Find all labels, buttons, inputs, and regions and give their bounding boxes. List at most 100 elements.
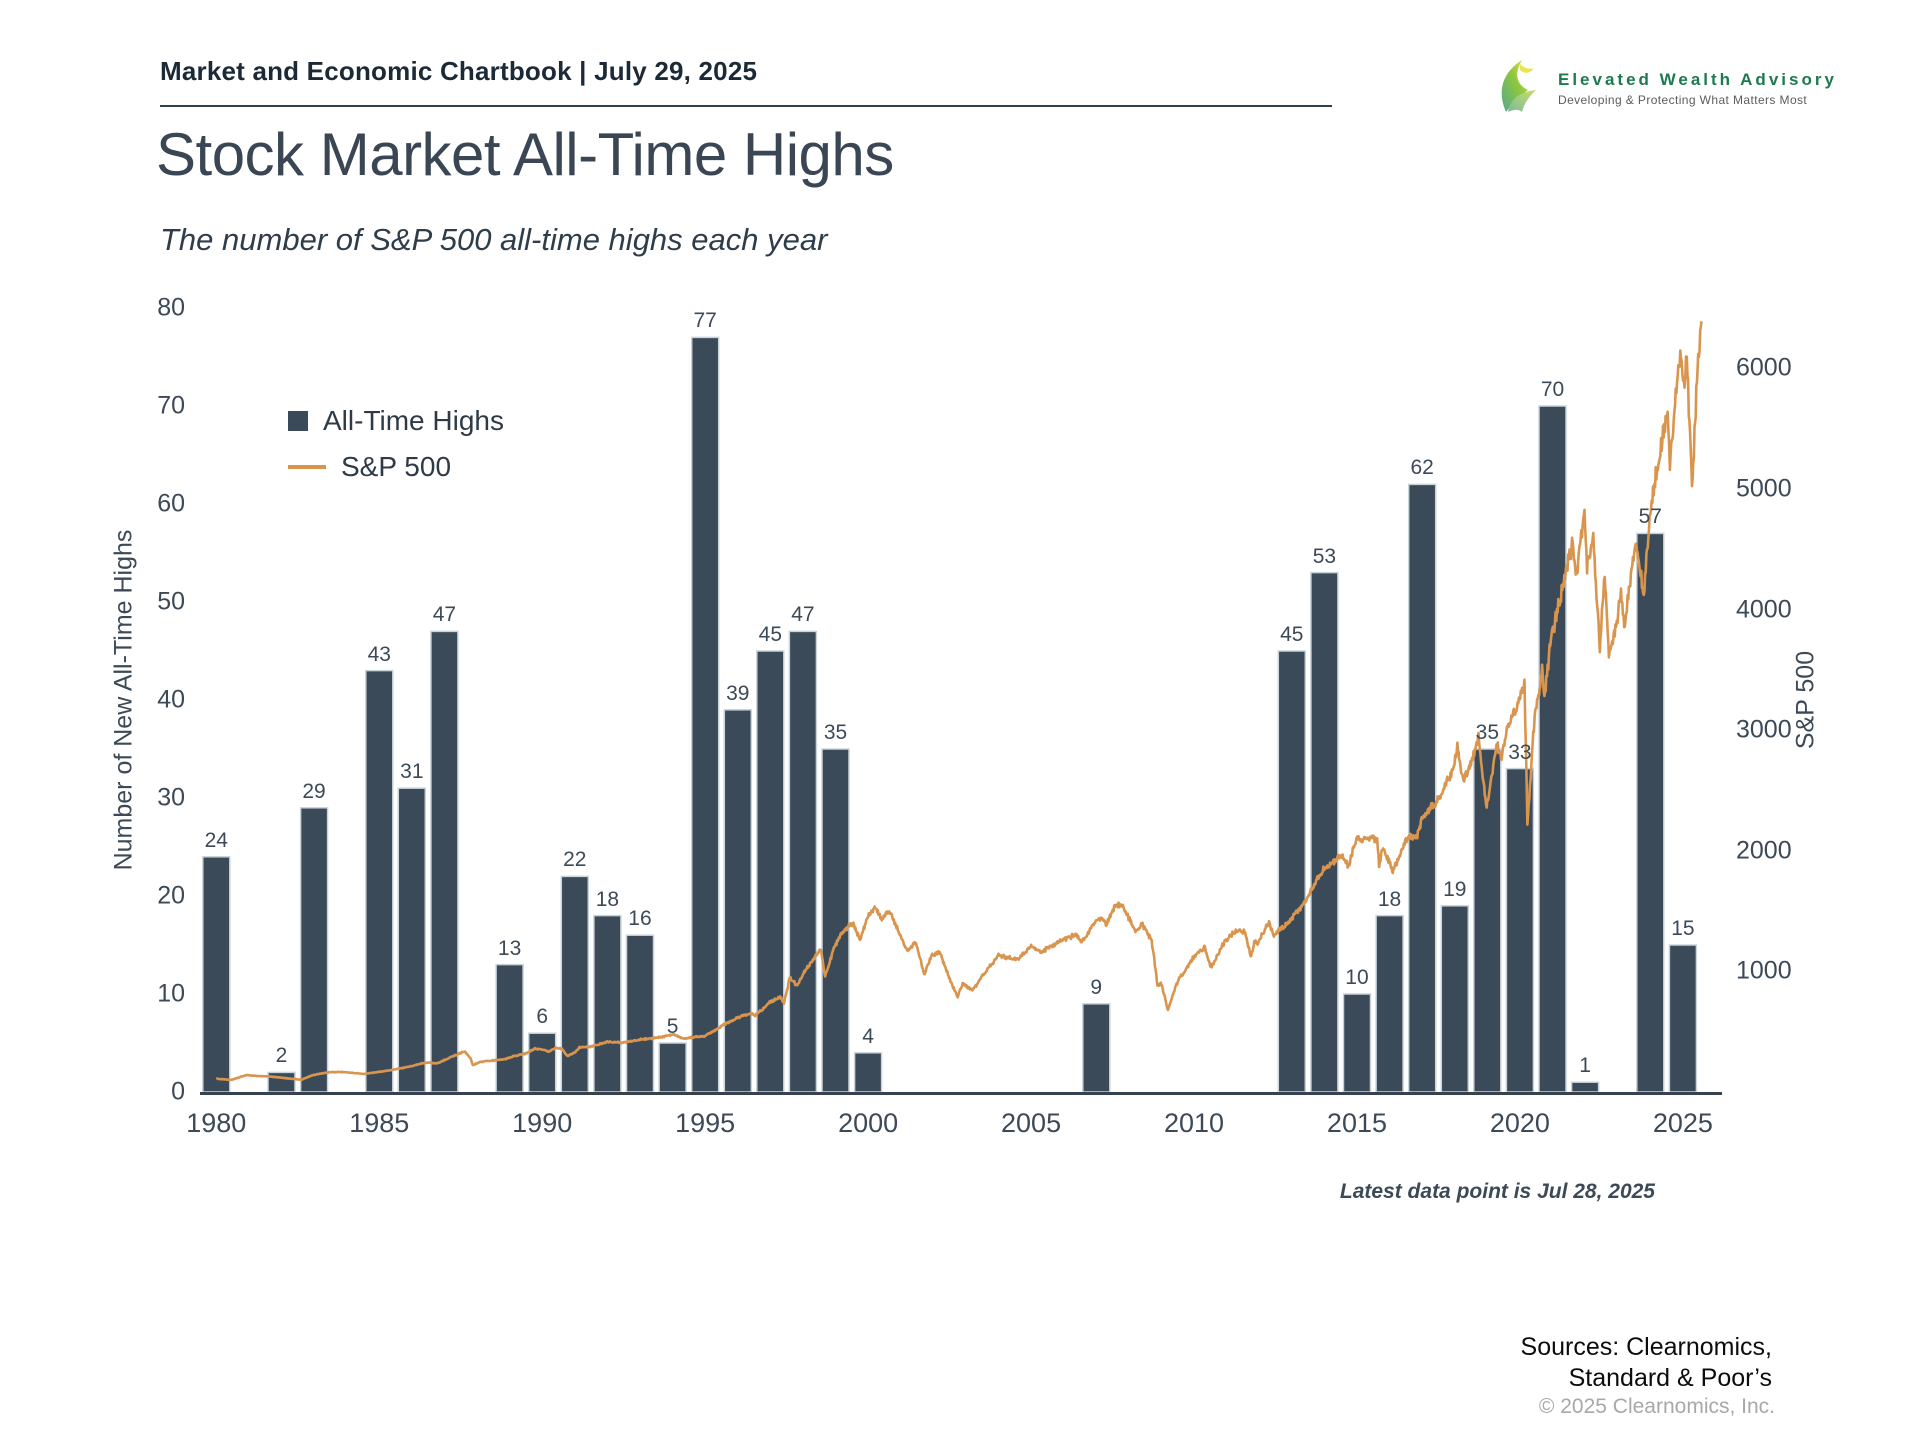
bar-1985	[365, 669, 394, 1093]
bar-value-2007: 9	[1090, 975, 1103, 999]
bar-value-1987: 47	[432, 603, 457, 627]
logo-leaf-icon	[1496, 58, 1546, 119]
x-tick-2015: 2015	[1326, 1108, 1388, 1138]
bar-value-2013: 45	[1280, 623, 1304, 646]
bar-1996	[723, 709, 753, 1093]
bar-value-1983: 29	[302, 779, 326, 803]
bar-value-1994: 5	[666, 1015, 679, 1038]
right-tick-1000: 1000	[1736, 956, 1792, 985]
bar-value-1986: 31	[400, 760, 424, 784]
bar-value-2021: 70	[1540, 378, 1565, 401]
bar-2024	[1636, 532, 1665, 1093]
left-axis-title: Number of New All-Time Highs	[109, 529, 138, 871]
bar-value-2020: 33	[1508, 740, 1532, 764]
bar-value-2015: 10	[1345, 966, 1369, 989]
right-tick-2000: 2000	[1736, 836, 1792, 865]
sp500-line-path	[215, 321, 1703, 1082]
bar-value-2025: 15	[1671, 917, 1695, 940]
right-tick-4000: 4000	[1736, 595, 1792, 624]
page-subtitle: The number of S&P 500 all-time highs eac…	[160, 222, 828, 257]
x-tick-1990: 1990	[512, 1108, 573, 1138]
left-tick-80: 80	[157, 293, 185, 322]
left-tick-20: 20	[157, 881, 185, 910]
x-tick-1995: 1995	[675, 1108, 736, 1138]
bar-2014	[1310, 571, 1339, 1093]
bar-1995	[690, 336, 720, 1093]
sources-line1: Sources: Clearnomics,	[1520, 1333, 1772, 1361]
bar-2017	[1407, 483, 1437, 1093]
copyright-text: © 2025 Clearnomics, Inc.	[1538, 1395, 1775, 1418]
x-tick-2005: 2005	[1001, 1108, 1062, 1138]
bar-1986	[397, 787, 427, 1093]
bar-1990	[527, 1032, 557, 1093]
chart-legend: All-Time Highs S&P 500	[288, 398, 504, 490]
bar-value-1995: 77	[693, 309, 717, 333]
company-logo: Elevated Wealth Advisory Developing & Pr…	[1496, 58, 1837, 119]
chartbook-header: Market and Economic Chartbook | July 29,…	[160, 56, 758, 86]
left-tick-60: 60	[157, 489, 185, 518]
legend-label: All-Time Highs	[323, 405, 504, 436]
right-axis-title: S&P 500	[1791, 650, 1820, 750]
page-title: Stock Market All-Time Highs	[156, 121, 894, 188]
right-tick-3000: 3000	[1736, 715, 1792, 744]
bar-value-1982: 2	[275, 1044, 288, 1068]
left-tick-0: 0	[171, 1077, 185, 1106]
bar-value-2019: 35	[1475, 721, 1500, 744]
left-tick-10: 10	[157, 979, 185, 1008]
right-tick-5000: 5000	[1736, 474, 1792, 503]
bar-value-2024: 57	[1638, 505, 1662, 529]
bar-value-2000: 4	[862, 1024, 874, 1048]
bar-2016	[1375, 914, 1404, 1093]
x-tick-2020: 2020	[1489, 1108, 1550, 1138]
bar-2013	[1277, 650, 1307, 1093]
logo-tagline: Developing & Protecting What Matters Mos…	[1558, 93, 1808, 107]
bar-value-1985: 43	[367, 642, 391, 666]
bar-value-2016: 18	[1377, 887, 1402, 911]
left-tick-70: 70	[157, 391, 185, 420]
x-tick-2010: 2010	[1163, 1108, 1225, 1138]
bars-series	[202, 336, 1698, 1093]
x-tick-1980: 1980	[186, 1108, 247, 1138]
bar-value-1993: 16	[628, 907, 652, 931]
right-tick-6000: 6000	[1736, 353, 1792, 382]
legend-label: S&P 500	[341, 451, 452, 482]
legend-item-sp500: S&P 500	[288, 444, 504, 490]
bar-value-1980: 24	[204, 828, 228, 852]
bar-1991	[560, 875, 590, 1093]
left-tick-30: 30	[157, 783, 185, 812]
bar-value-2014: 53	[1312, 544, 1337, 568]
left-tick-50: 50	[157, 587, 185, 616]
bar-1980	[202, 856, 231, 1093]
bar-value-1991: 22	[563, 848, 587, 872]
bar-value-1992: 18	[595, 887, 620, 911]
legend-item-all-time-highs: All-Time Highs	[288, 398, 504, 444]
sources-text: Sources: Clearnomics, Standard & Poor’s	[1521, 1332, 1772, 1395]
bar-1993	[625, 934, 655, 1093]
latest-data-note: Latest data point is Jul 28, 2025	[1339, 1180, 1655, 1203]
sources-line2: Standard & Poor’s	[1568, 1364, 1772, 1393]
bar-swatch-icon	[288, 411, 308, 431]
x-axis-line	[200, 1092, 1722, 1095]
x-tick-2025: 2025	[1652, 1108, 1713, 1138]
x-tick-1985: 1985	[349, 1108, 410, 1138]
bar-value-2017: 62	[1410, 456, 1434, 480]
bar-1987	[430, 630, 459, 1093]
bar-2021	[1538, 405, 1567, 1093]
bar-value-1990: 6	[536, 1005, 549, 1029]
header-divider	[160, 105, 1332, 107]
x-tick-2000: 2000	[838, 1108, 899, 1138]
bar-2020	[1505, 767, 1535, 1093]
bar-value-2022: 1	[1579, 1054, 1591, 1078]
bar-value-1997: 45	[758, 623, 783, 646]
bar-1999	[821, 748, 850, 1093]
bar-1983	[299, 807, 329, 1093]
bar-value-1996: 39	[726, 681, 750, 705]
bar-value-1999: 35	[823, 721, 848, 744]
bar-value-1989: 13	[497, 936, 522, 960]
left-tick-40: 40	[157, 685, 185, 714]
sp500-line-series	[215, 321, 1703, 1082]
logo-brand-name: Elevated Wealth Advisory	[1558, 70, 1837, 89]
line-swatch-icon	[288, 465, 326, 469]
